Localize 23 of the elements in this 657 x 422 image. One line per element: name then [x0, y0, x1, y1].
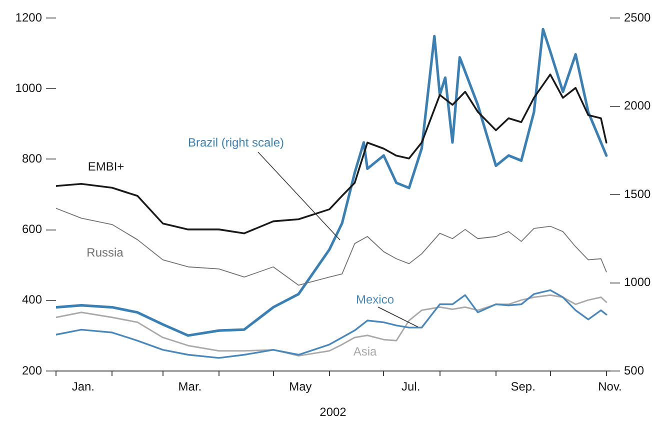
y-tick-label: 1200 — [15, 10, 42, 24]
y2-tick-label: 500 — [624, 363, 644, 378]
y2-tick-label: 2500 — [624, 10, 652, 24]
series-label: Asia — [353, 344, 377, 358]
x-tick-label: Mar. — [178, 380, 202, 394]
y-tick-label: 1000 — [15, 80, 42, 95]
series-label: EMBI+ — [88, 159, 124, 174]
x-tick-label: Jan. — [72, 380, 94, 394]
y-tick-label: 200 — [22, 363, 42, 378]
x-axis-title: 2002 — [320, 405, 347, 420]
x-tick-label: Sep. — [510, 380, 536, 394]
y-tick-label: 600 — [22, 222, 42, 236]
x-tick-label: Jul. — [402, 380, 420, 394]
series-label: Mexico — [356, 292, 394, 306]
y2-tick-label: 1000 — [624, 275, 652, 290]
y-tick-label: 800 — [22, 152, 42, 166]
x-tick-label: May — [289, 380, 312, 394]
y-tick-label: 400 — [22, 292, 42, 307]
x-tick-label: Nov. — [598, 380, 622, 394]
y2-tick-label: 2000 — [624, 98, 652, 113]
text: Brazil (right scale) — [188, 135, 284, 150]
series-label: Russia — [86, 245, 124, 260]
y2-tick-label: 1500 — [624, 186, 652, 201]
